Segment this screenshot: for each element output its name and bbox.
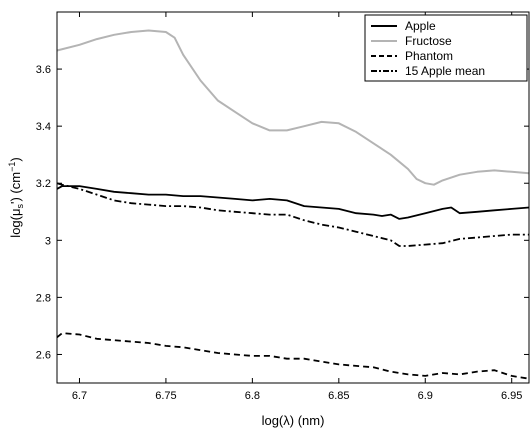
x-axis-label: log(λ) (nm) <box>262 413 325 428</box>
x-tick-label: 6.85 <box>328 390 349 402</box>
y-label-sup: −1 <box>7 162 17 172</box>
legend-label: Apple <box>405 19 436 33</box>
series-line-phantom <box>56 332 530 380</box>
y-tick-label: 3 <box>45 235 51 247</box>
plot-frame <box>56 11 530 384</box>
series-layer <box>56 29 530 380</box>
legend-label: 15 Apple mean <box>405 64 485 78</box>
y-tick-label: 3.4 <box>36 121 51 133</box>
y-axis-label: log(μs') (cm−1) <box>7 157 25 237</box>
x-tick-label: 6.9 <box>418 390 433 402</box>
ticks-layer: 6.7 6.75 6.8 6.85 6.9 6.95 2.6 2.8 3 3.2 3.4 3.6 <box>36 12 529 402</box>
y-label-sub: s <box>15 204 25 209</box>
series-line-fructose <box>56 29 530 186</box>
y-tick-label: 2.8 <box>36 292 51 304</box>
legend-label: Fructose <box>405 34 452 48</box>
x-tick-label: 6.8 <box>245 390 260 402</box>
series-line-apple <box>56 185 530 220</box>
x-tick-label: 6.95 <box>501 390 522 402</box>
y-label-mid: ') (cm <box>8 172 23 204</box>
series-line-15-apple-mean <box>56 182 529 247</box>
y-tick-label: 3.2 <box>36 178 51 190</box>
x-tick-label: 6.7 <box>72 390 87 402</box>
y-label-main: log(μ <box>8 209 23 238</box>
x-tick-label: 6.75 <box>155 390 176 402</box>
y-label-end: ) <box>8 157 23 161</box>
y-tick-label: 2.6 <box>36 349 51 361</box>
y-tick-label: 3.6 <box>36 64 51 76</box>
legend-label: Phantom <box>405 49 453 63</box>
